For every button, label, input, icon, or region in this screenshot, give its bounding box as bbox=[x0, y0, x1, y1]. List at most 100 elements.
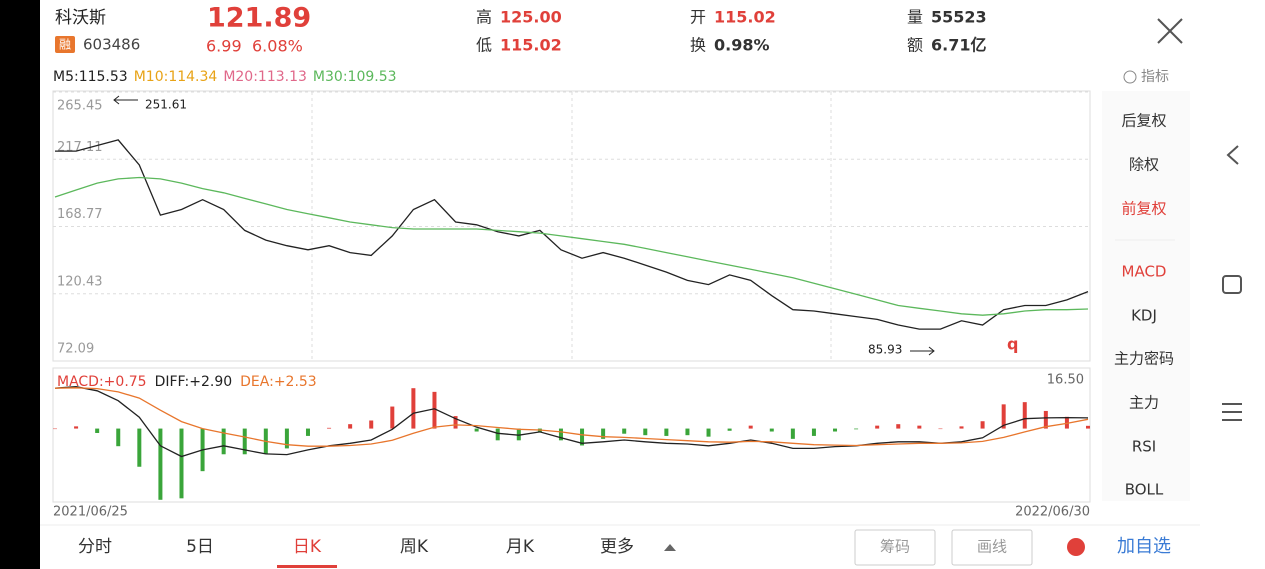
ma-legend: M5:115.53 M10:114.34 M20:113.13 M30:109.53 bbox=[53, 69, 397, 85]
indicator-button[interactable]: 指标 bbox=[1141, 69, 1169, 85]
back-icon[interactable] bbox=[1226, 145, 1239, 165]
macd-bar bbox=[664, 428, 669, 436]
side-item[interactable]: BOLL bbox=[1125, 481, 1164, 499]
side-panel bbox=[1102, 91, 1190, 501]
date-label: 2021/06/25 bbox=[53, 505, 128, 520]
macd-bar bbox=[790, 428, 795, 439]
tool-button-bg[interactable] bbox=[951, 529, 1033, 566]
jump-icon[interactable]: q bbox=[1007, 335, 1018, 354]
plots: 265.45 217.11 168.77 120.43 72.09 2021/06/25 2… bbox=[53, 91, 1090, 520]
macd-bar bbox=[959, 426, 964, 429]
stock-code: 603486 bbox=[83, 36, 140, 54]
stat-value: 125.00 bbox=[500, 8, 562, 27]
y-tick-label: 168.77 bbox=[57, 207, 103, 222]
series-line bbox=[54, 386, 1089, 458]
macd-bar bbox=[727, 428, 732, 431]
high-annotation: 251.61 bbox=[145, 98, 187, 112]
macd-bar bbox=[1086, 425, 1090, 429]
stat-label: 额 bbox=[907, 36, 923, 55]
more-arrow[interactable] bbox=[664, 544, 676, 551]
macd-bar bbox=[833, 428, 838, 432]
low-annotation: 85.93 bbox=[868, 343, 902, 357]
watch-dot[interactable] bbox=[1067, 538, 1085, 556]
macd-bar bbox=[158, 428, 163, 500]
tab[interactable]: 周K bbox=[400, 537, 429, 557]
macd-bar bbox=[53, 428, 57, 430]
tool-button[interactable]: 筹码 bbox=[880, 538, 910, 556]
badge: 融 bbox=[59, 38, 71, 52]
tab[interactable]: 5日 bbox=[186, 537, 214, 557]
tool-button-bg[interactable] bbox=[854, 529, 936, 566]
macd-bar bbox=[1064, 416, 1069, 429]
macd-bar bbox=[748, 425, 753, 429]
macd-bar bbox=[411, 388, 416, 429]
side-item[interactable]: 除权 bbox=[1129, 156, 1159, 174]
date-label: 2022/06/30 bbox=[1015, 505, 1090, 520]
macd-bar bbox=[896, 424, 901, 429]
close-button[interactable] bbox=[1157, 18, 1183, 44]
stat-value: 115.02 bbox=[714, 8, 776, 27]
ma-label: M20:113.13 bbox=[223, 69, 307, 85]
macd-bar bbox=[706, 428, 711, 437]
badge-bg bbox=[55, 36, 75, 53]
side-item[interactable]: 主力密码 bbox=[1114, 350, 1174, 368]
series-line bbox=[55, 139, 1089, 330]
series-line bbox=[54, 176, 1089, 316]
macd-bar bbox=[1043, 410, 1048, 429]
macd-bar bbox=[854, 428, 859, 430]
stat-value: 55523 bbox=[931, 8, 987, 27]
macd-bar bbox=[811, 428, 816, 436]
stats: 高 125.00 低 115.02 开 115.02 换 0.98% 量 55523 额 6.71亿 bbox=[476, 8, 987, 55]
macd-bar bbox=[938, 428, 943, 430]
tab[interactable]: 日K bbox=[293, 537, 322, 557]
left-bezel bbox=[0, 0, 40, 569]
low-arrow bbox=[910, 346, 935, 356]
stat-value: 115.02 bbox=[500, 36, 562, 55]
macd-bar bbox=[74, 426, 79, 429]
tab[interactable]: 更多 bbox=[600, 537, 634, 557]
macd-legend: DIFF:+2.90 bbox=[155, 374, 233, 390]
tab-underline bbox=[277, 565, 337, 568]
side-item[interactable]: 后复权 bbox=[1121, 112, 1166, 130]
macd-bar bbox=[643, 428, 648, 436]
y-tick-label: 16.50 bbox=[1047, 373, 1084, 388]
side-item[interactable]: 主力 bbox=[1129, 394, 1159, 412]
tool-button[interactable]: 画线 bbox=[977, 538, 1007, 556]
side-item[interactable]: KDJ bbox=[1131, 307, 1157, 325]
side-item[interactable]: 前复权 bbox=[1121, 200, 1166, 218]
stat-value: 6.71亿 bbox=[931, 36, 986, 55]
ma-label: M5:115.53 bbox=[53, 69, 128, 85]
indicator-icon[interactable] bbox=[1123, 70, 1137, 84]
ma-label: M10:114.34 bbox=[134, 69, 218, 85]
change-pct: 6.08% bbox=[252, 37, 303, 56]
macd-bar bbox=[601, 428, 606, 439]
macd-bar bbox=[769, 428, 774, 432]
side-item[interactable]: RSI bbox=[1132, 438, 1156, 456]
y-tick-label: 72.09 bbox=[57, 342, 94, 357]
macd-bar bbox=[685, 428, 690, 436]
macd-bar bbox=[390, 406, 395, 429]
macd-bar bbox=[305, 428, 310, 436]
series-line bbox=[54, 387, 1089, 447]
menu-icon[interactable] bbox=[1222, 403, 1242, 421]
add-watch[interactable]: 加自选 bbox=[1117, 536, 1171, 557]
macd-bar bbox=[622, 428, 627, 434]
price: 121.89 bbox=[207, 3, 311, 34]
macd-bar bbox=[95, 428, 100, 433]
macd-bar bbox=[242, 428, 247, 455]
ma-label: M30:109.53 bbox=[313, 69, 397, 85]
macd-bar bbox=[116, 428, 121, 447]
tab[interactable]: 月K bbox=[506, 537, 535, 557]
macd-bar bbox=[474, 428, 479, 432]
side-item[interactable]: MACD bbox=[1122, 263, 1167, 281]
macd-bar bbox=[558, 428, 563, 441]
y-tick-label: 217.11 bbox=[57, 140, 103, 155]
tab[interactable]: 分时 bbox=[78, 537, 112, 557]
home-icon[interactable] bbox=[1222, 275, 1242, 294]
change: 6.99 bbox=[206, 37, 242, 56]
macd-bar bbox=[284, 428, 289, 449]
y-tick-label: 120.43 bbox=[57, 274, 103, 289]
macd-frame bbox=[52, 367, 1091, 503]
macd-bar bbox=[875, 425, 880, 429]
